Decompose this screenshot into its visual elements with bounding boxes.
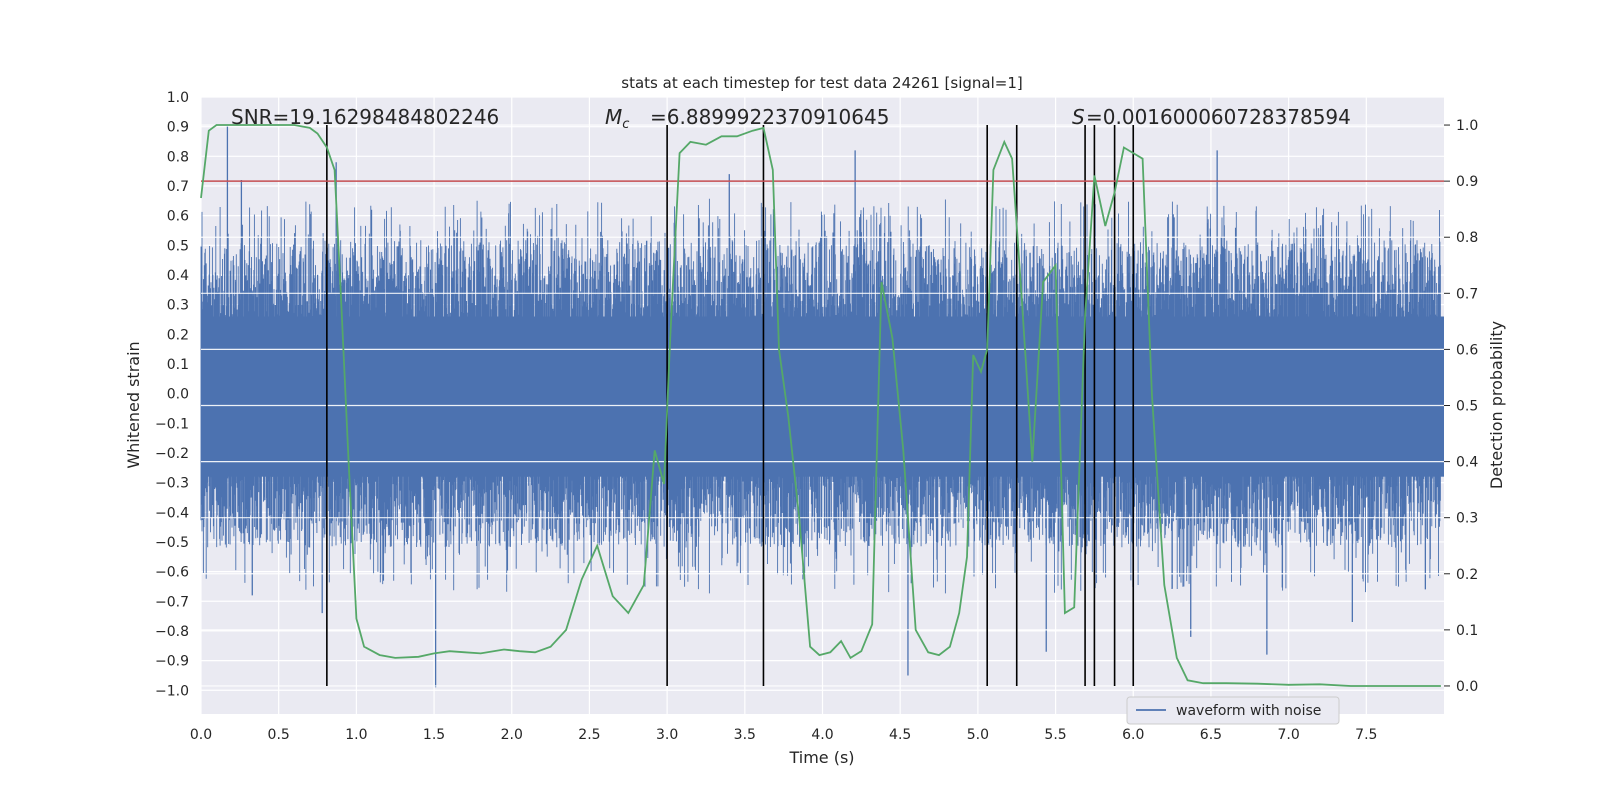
y-tick-label-left: 0.6 [167,209,189,225]
y-tick-label-right: 0.1 [1456,623,1478,639]
x-tick-label: 2.0 [501,727,523,743]
x-tick-label: 3.0 [656,727,678,743]
y-tick-label-right: 0.2 [1456,567,1478,583]
y-tick-label-left: 0.0 [167,387,189,403]
x-tick-label: 5.5 [1044,727,1066,743]
y-tick-label-left: 0.5 [167,238,189,254]
y-tick-label-left: −0.7 [155,594,189,610]
x-tick-label: 1.5 [423,727,445,743]
legend-label: waveform with noise [1176,703,1321,719]
x-tick-label: 1.0 [345,727,367,743]
x-tick-label: 6.0 [1122,727,1144,743]
y-tick-label-left: −1.0 [155,683,189,699]
y-tick-label-left: 0.4 [167,268,189,284]
y-tick-label-left: −0.2 [155,446,189,462]
y-tick-label-left: −0.4 [155,505,189,521]
x-tick-label: 7.0 [1277,727,1299,743]
y-tick-label-left: −0.9 [155,654,189,670]
right-grid-lines [201,124,1444,687]
x-tick-label: 4.0 [811,727,833,743]
x-tick-label: 3.5 [734,727,756,743]
y-axis-label-right: Detection probability [1487,321,1506,489]
y-tick-label-left: 0.1 [167,357,189,373]
mc-annotation: =6.8899922370910645 [650,105,889,129]
legend-box [1126,696,1340,725]
y-tick-label-right: 1.0 [1456,118,1478,134]
chart-title: stats at each timestep for test data 242… [621,74,1022,92]
y-tick-label-right: 0.6 [1456,342,1478,358]
y-tick-label-left: −0.5 [155,535,189,551]
y-axis-label-left: Whitened strain [124,341,143,468]
y-tick-label-left: 0.3 [167,298,189,314]
x-tick-label: 0.0 [190,727,212,743]
y-tick-label-right: 0.5 [1456,399,1478,415]
tick-labels: 0.0 0.5 1.0 1.5 2.0 2.5 3.0 3.5 4.0 4.5 5.0 5.5 6.0 6… [155,90,1478,743]
y-tick-label-right: 0.0 [1456,679,1478,695]
x-axis-label: Time (s) [788,748,854,767]
y-tick-label-left: 0.9 [167,120,189,136]
y-tick-label-right: 0.8 [1456,230,1478,246]
y-tick-label-left: 0.2 [167,327,189,343]
y-tick-label-right: 0.4 [1456,455,1478,471]
x-tick-label: 0.5 [268,727,290,743]
x-tick-label: 7.5 [1355,727,1377,743]
y-tick-label-right: 0.3 [1456,511,1478,527]
x-tick-label: 5.0 [967,727,989,743]
x-tick-label: 6.5 [1200,727,1222,743]
y-tick-label-left: −0.3 [155,476,189,492]
snr-annotation: SNR=19.16298484802246 [231,105,499,129]
y-tick-label-left: 0.8 [167,149,189,165]
x-tick-label: 2.5 [578,727,600,743]
y-tick-label-left: −0.1 [155,416,189,432]
probability-line [200,124,1441,687]
legend: waveform with noise [1126,696,1340,725]
y-tick-label-left: 1.0 [167,90,189,106]
waveform-core [201,316,1444,477]
waveform-series [200,126,1444,688]
y-tick-label-left: −0.8 [155,624,189,640]
s-annotation-symbol: S [1072,105,1085,129]
y-tick-label-left: 0.7 [167,179,189,195]
y-tick-label-right: 0.7 [1456,286,1478,302]
y-tick-label-right: 0.9 [1456,174,1478,190]
y-tick-label-left: −0.6 [155,565,189,581]
s-annotation: =0.001600060728378594 [1086,105,1351,129]
x-tick-label: 4.5 [889,727,911,743]
